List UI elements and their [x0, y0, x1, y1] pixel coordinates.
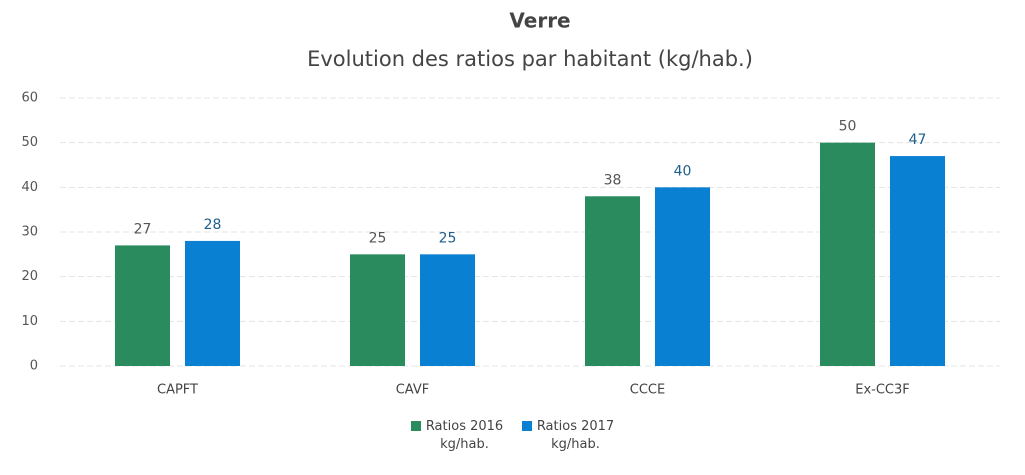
y-tick-label: 0 [30, 359, 38, 374]
bar [420, 254, 475, 366]
legend: Ratios 2016 kg/hab. Ratios 2017 kg/hab. [0, 418, 1025, 454]
x-tick-label: CCCE [630, 383, 665, 398]
x-tick-label: Ex-CC3F [855, 383, 910, 398]
bar [655, 187, 710, 366]
legend-swatch [521, 421, 532, 431]
data-label: 27 [134, 221, 152, 237]
legend-item: Ratios 2017 kg/hab. [521, 418, 615, 454]
x-tick-label: CAVF [396, 383, 430, 398]
legend-item: Ratios 2016 kg/hab. [410, 418, 504, 454]
bar [350, 254, 405, 366]
legend-swatch [410, 421, 421, 431]
bar [115, 245, 170, 366]
x-tick-label: CAPFT [157, 383, 198, 398]
y-tick-label: 60 [21, 91, 38, 106]
data-label: 25 [439, 230, 457, 246]
y-tick-label: 10 [21, 314, 38, 329]
legend-label: Ratios 2017 kg/hab. [536, 419, 615, 452]
data-label: 25 [369, 230, 387, 246]
data-label: 50 [839, 119, 857, 135]
y-tick-label: 40 [21, 180, 38, 195]
data-label: 38 [604, 172, 622, 188]
y-tick-label: 50 [21, 135, 38, 150]
bar [890, 156, 945, 366]
data-label: 40 [674, 163, 692, 179]
bar [820, 142, 875, 366]
legend-label: Ratios 2016 kg/hab. [425, 419, 504, 452]
data-label: 28 [204, 217, 222, 233]
data-label: 47 [909, 132, 927, 148]
y-tick-label: 30 [21, 225, 38, 240]
bar [185, 240, 240, 366]
bar [585, 196, 640, 366]
chart-subtitle: Evolution des ratios par habitant (kg/ha… [307, 47, 753, 71]
chart-title: Verre [509, 9, 570, 33]
y-tick-label: 20 [21, 269, 38, 284]
